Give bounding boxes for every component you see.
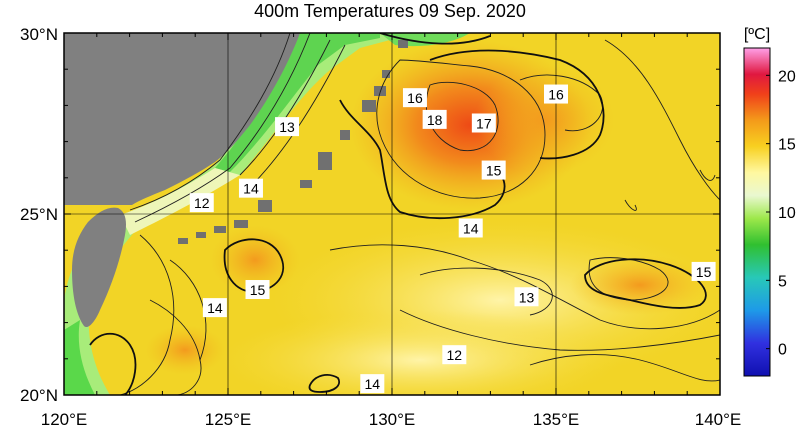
contour-label-box: [360, 374, 385, 394]
y-tick-label: 20°N: [20, 386, 58, 405]
contour-label-box: [245, 280, 270, 300]
contour-label: 14: [458, 218, 483, 238]
colorbar-ticks: 20 15 10 5 0: [766, 68, 796, 359]
contour-label-box: [691, 261, 716, 281]
contour-label: 15: [691, 261, 716, 281]
colorbar-tick-label: 10: [778, 205, 796, 222]
x-tick-label: 140°E: [695, 410, 742, 429]
contour-label-box: [275, 117, 300, 137]
contour-label-text: 18: [427, 112, 443, 128]
contour-label: 17: [471, 113, 496, 133]
x-tick-label: 130°E: [369, 410, 416, 429]
contour-label-text: 14: [463, 220, 479, 236]
contour-label-box: [422, 109, 447, 129]
y-axis-labels: 30°N 25°N 20°N: [20, 25, 58, 405]
contour-label-box: [402, 88, 427, 108]
contour-label-text: 12: [447, 347, 463, 363]
contour-label: 18: [422, 109, 447, 129]
colorbar-tick-label: 15: [778, 137, 796, 154]
map-title: 400m Temperatures 09 Sep. 2020: [254, 1, 526, 21]
colorbar-tick-label: 5: [778, 273, 787, 290]
x-axis-labels: 120°E 125°E 130°E 135°E 140°E: [41, 410, 742, 429]
colorbar-unit: [ºC]: [744, 26, 770, 43]
contour-label-box: [544, 84, 568, 104]
contour-label: 13: [275, 117, 300, 137]
ryukyu-islands: [178, 40, 408, 244]
contour-label: 14: [360, 374, 385, 394]
axis-ticks: [63, 32, 721, 396]
taiwan-landmass: [72, 207, 126, 328]
contour-label-box: [514, 287, 539, 307]
contour-label-box: [238, 178, 263, 198]
contour-label: 15: [481, 160, 506, 180]
contour-label-text: 14: [365, 376, 381, 392]
contour-label-box: [471, 113, 496, 133]
contour-label-text: 16: [548, 87, 564, 103]
x-tick-label: 135°E: [533, 410, 580, 429]
contour-label: 13: [514, 287, 539, 307]
contour-label-text: 17: [476, 116, 492, 132]
contour-label-text: 12: [194, 195, 210, 211]
x-tick-label: 120°E: [41, 410, 88, 429]
temperature-field: [64, 33, 720, 395]
y-tick-label: 30°N: [20, 25, 58, 44]
contour-label-text: 13: [519, 289, 535, 305]
contour-label-box: [442, 345, 467, 365]
contour-label-box: [202, 298, 227, 318]
contour-label: 16: [402, 88, 427, 108]
contour-label-text: 14: [207, 300, 223, 316]
contour-label-text: 15: [486, 163, 502, 179]
x-tick-label: 125°E: [205, 410, 252, 429]
contour-label-box: [481, 160, 506, 180]
contour-label-box: [189, 193, 214, 213]
contour-label: 12: [442, 345, 467, 365]
colorbar-scale: [743, 47, 771, 377]
contour-label: 15: [245, 280, 270, 300]
contour-label-text: 16: [407, 90, 423, 106]
contour-label: 14: [238, 178, 263, 198]
contour-label: 16: [544, 84, 568, 104]
colorbar: [ºC] 20 15 10 5 0: [743, 26, 796, 377]
contour-label-box: [458, 218, 483, 238]
y-tick-label: 25°N: [20, 205, 58, 224]
contour-label-text: 13: [279, 119, 295, 135]
colorbar-tick-label: 0: [778, 342, 787, 359]
contour-label-text: 15: [696, 264, 712, 280]
contour-label-text: 15: [250, 282, 266, 298]
contour-label: 14: [202, 298, 227, 318]
contour-label: 12: [189, 193, 214, 213]
thick-contours: [89, 33, 707, 395]
colorbar-tick-label: 20: [778, 68, 796, 85]
contour-label-text: 14: [243, 181, 259, 197]
china-landmass: [64, 33, 300, 205]
